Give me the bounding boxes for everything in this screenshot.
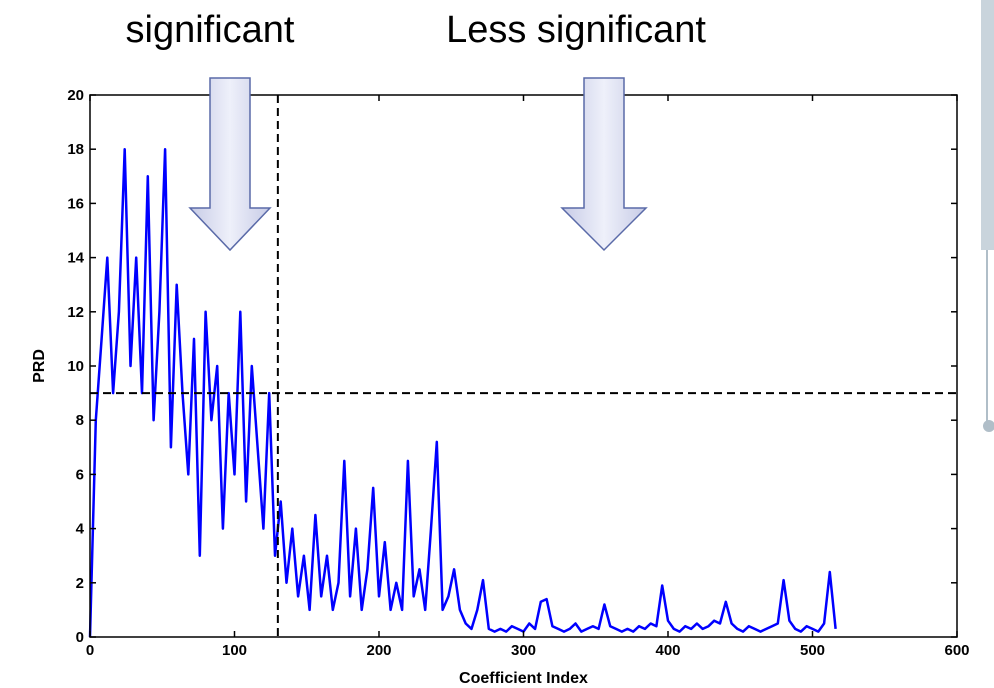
y-tick-label: 18 xyxy=(67,141,84,158)
y-tick-label: 2 xyxy=(76,575,84,592)
y-tick-label: 12 xyxy=(67,304,84,321)
x-tick-label: 600 xyxy=(944,642,969,659)
y-tick-label: 0 xyxy=(76,629,84,646)
y-tick-label: 14 xyxy=(67,250,84,267)
arrow xyxy=(188,77,272,252)
y-tick-label: 6 xyxy=(76,466,84,483)
x-tick-label: 300 xyxy=(511,642,536,659)
y-tick-label: 8 xyxy=(76,412,84,429)
annotation: Less significant xyxy=(446,9,706,51)
y-axis-label: PRD xyxy=(31,349,48,383)
arrow xyxy=(560,77,648,252)
x-tick-label: 500 xyxy=(800,642,825,659)
annotation: significant xyxy=(126,9,295,51)
side-dot xyxy=(983,420,994,432)
y-tick-label: 4 xyxy=(76,521,85,538)
side-bar xyxy=(981,0,994,250)
y-tick-label: 20 xyxy=(67,87,84,104)
x-tick-label: 400 xyxy=(655,642,680,659)
x-tick-label: 0 xyxy=(86,642,94,659)
y-tick-label: 10 xyxy=(67,358,84,375)
x-tick-label: 100 xyxy=(222,642,247,659)
x-tick-label: 200 xyxy=(366,642,391,659)
y-tick-label: 16 xyxy=(67,195,84,212)
x-axis-label: Coefficient Index xyxy=(459,670,588,687)
